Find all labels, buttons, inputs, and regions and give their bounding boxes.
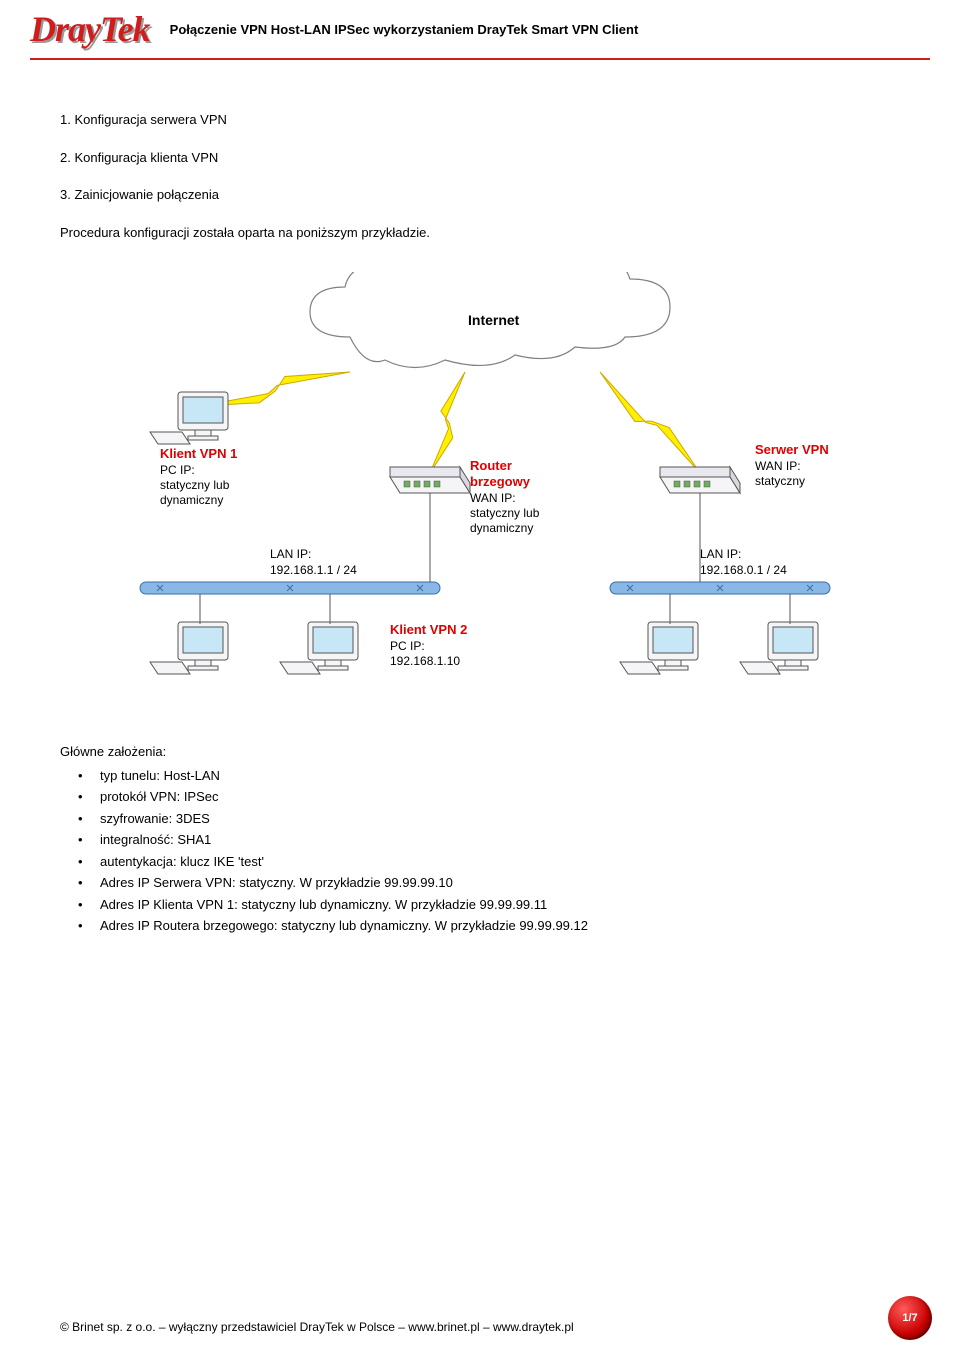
svg-text:192.168.1.1 / 24: 192.168.1.1 / 24 [270, 563, 357, 577]
page-header: DrayTek Połączenie VPN Host-LAN IPSec wy… [0, 0, 960, 50]
list-item: typ tunelu: Host-LAN [100, 766, 900, 786]
svg-text:dynamiczny: dynamiczny [470, 521, 533, 535]
list-item: integralność: SHA1 [100, 830, 900, 850]
svg-text:statyczny lub: statyczny lub [160, 478, 230, 492]
toc-item: 1. Konfiguracja serwera VPN [60, 110, 900, 130]
svg-text:WAN IP:: WAN IP: [755, 459, 801, 473]
svg-text:WAN IP:: WAN IP: [470, 491, 516, 505]
svg-text:PC IP:: PC IP: [160, 463, 195, 477]
svg-text:PC IP:: PC IP: [390, 639, 425, 653]
list-item: Adres IP Routera brzegowego: statyczny l… [100, 916, 900, 936]
list-item: autentykacja: klucz IKE 'test' [100, 852, 900, 872]
page-title: Połączenie VPN Host-LAN IPSec wykorzysta… [170, 22, 930, 37]
svg-text:192.168.0.1 / 24: 192.168.0.1 / 24 [700, 563, 787, 577]
svg-text:LAN IP:: LAN IP: [700, 547, 741, 561]
svg-text:192.168.1.10: 192.168.1.10 [390, 654, 460, 668]
svg-text:brzegowy: brzegowy [470, 474, 531, 489]
intro-text: Procedura konfiguracji została oparta na… [60, 223, 900, 243]
list-item: Adres IP Klienta VPN 1: statyczny lub dy… [100, 895, 900, 915]
footer-text: © Brinet sp. z o.o. – wyłączny przedstaw… [0, 1320, 574, 1334]
svg-text:Internet: Internet [468, 312, 520, 328]
svg-text:Klient VPN 2: Klient VPN 2 [390, 622, 467, 637]
list-item: Adres IP Serwera VPN: statyczny. W przyk… [100, 873, 900, 893]
list-item: protokół VPN: IPSec [100, 787, 900, 807]
toc-item: 2. Konfiguracja klienta VPN [60, 148, 900, 168]
svg-text:Serwer VPN: Serwer VPN [755, 442, 829, 457]
assumptions-list: typ tunelu: Host-LAN protokół VPN: IPSec… [60, 766, 900, 936]
svg-text:Router: Router [470, 458, 512, 473]
toc-item: 3. Zainicjowanie połączenia [60, 185, 900, 205]
svg-text:Klient VPN 1: Klient VPN 1 [160, 446, 237, 461]
network-diagram: Internet LAN IP: 192.168.1.1 / 24 LAN IP: 19… [60, 272, 900, 712]
assumptions-heading: Główne założenia: [60, 742, 900, 762]
svg-text:statyczny: statyczny [755, 474, 805, 488]
logo: DrayTek [30, 8, 150, 50]
content-area: 1. Konfiguracja serwera VPN 2. Konfigura… [0, 60, 960, 936]
svg-text:LAN IP:: LAN IP: [270, 547, 311, 561]
svg-text:dynamiczny: dynamiczny [160, 493, 223, 507]
list-item: szyfrowanie: 3DES [100, 809, 900, 829]
page-footer: © Brinet sp. z o.o. – wyłączny przedstaw… [0, 1320, 960, 1334]
svg-text:statyczny lub: statyczny lub [470, 506, 540, 520]
page-number-badge: 1/7 [888, 1296, 932, 1340]
